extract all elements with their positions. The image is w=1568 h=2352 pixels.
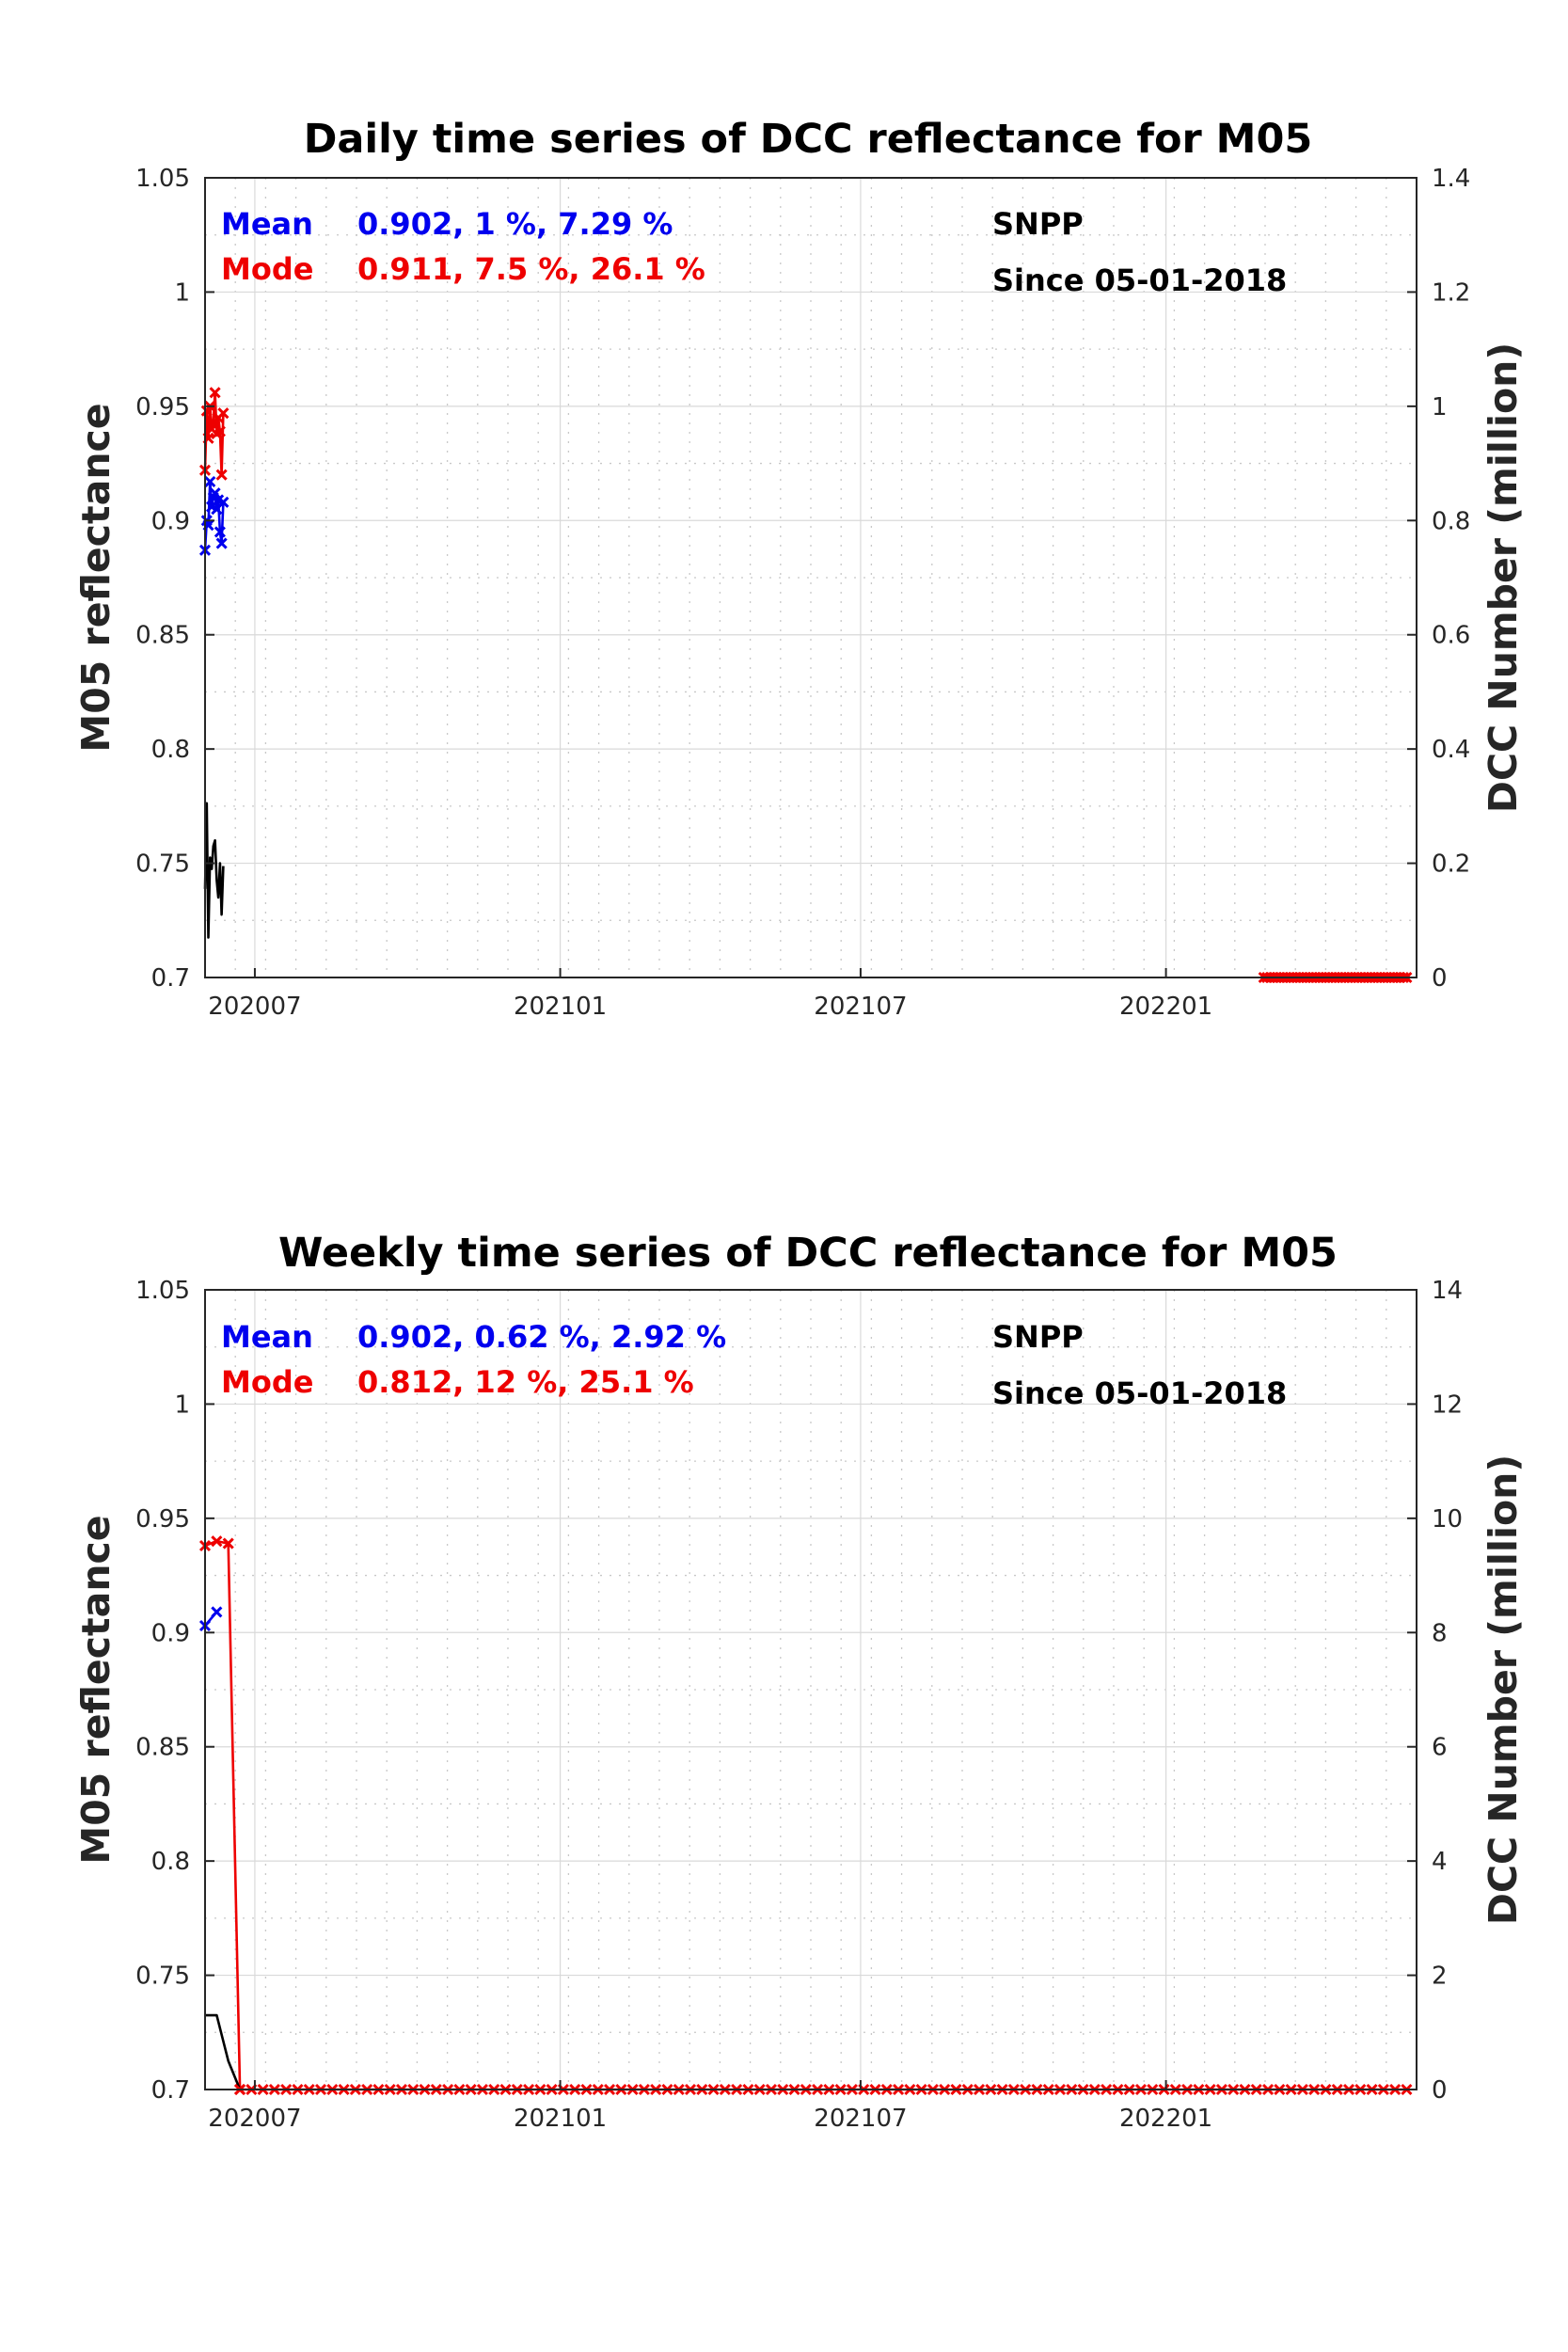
weekly-x-tick-label: 202107 <box>814 2105 907 2133</box>
daily-grid <box>205 177 1417 978</box>
weekly-x-tick-label: 202007 <box>208 2105 301 2133</box>
daily-mean-label: Mean <box>221 206 313 242</box>
weekly-y-tick-label: 1.05 <box>135 1277 190 1305</box>
weekly-x-tick-label: 202201 <box>1119 2105 1212 2133</box>
weekly-y2-tick-label: 14 <box>1432 1277 1463 1305</box>
daily-y-tick-label: 0.7 <box>151 964 190 993</box>
weekly-satellite-label: SNPP <box>992 1319 1084 1355</box>
daily-mode-values: 0.911, 7.5 %, 26.1 % <box>357 251 705 287</box>
weekly-y-tick-label: 0.7 <box>151 2076 190 2105</box>
weekly-y2-tick-label: 0 <box>1432 2076 1448 2105</box>
weekly-ticks: 0.7 0.75 0.8 0.85 0.9 0.95 1 1.05 0 2 4 6 8 10 12 14 202… <box>135 1277 1463 2133</box>
daily-y-tick-label: 0.85 <box>135 622 190 650</box>
daily-y2-tick-label: 0.6 <box>1432 622 1470 650</box>
daily-y2-tick-label: 0.8 <box>1432 507 1470 535</box>
daily-chart: Daily time series of DCC reflectance for… <box>73 116 1526 1021</box>
daily-series-mean-point <box>214 526 226 538</box>
daily-y-tick-label: 1.05 <box>135 165 190 193</box>
weekly-y2-tick-label: 8 <box>1432 1619 1448 1647</box>
weekly-x-tick-label: 202101 <box>514 2105 607 2133</box>
daily-series-mode-point <box>215 469 228 481</box>
daily-y2-axis-label: DCC Number (million) <box>1481 342 1526 813</box>
weekly-mode-values: 0.812, 12 %, 25.1 % <box>357 1364 694 1400</box>
weekly-y-axis-label: M05 reflectance <box>73 1515 119 1864</box>
daily-since-label: Since 05-01-2018 <box>992 262 1287 298</box>
daily-series-mean-point <box>204 475 216 488</box>
daily-y-tick-label: 0.8 <box>151 736 190 764</box>
daily-x-tick-label: 202201 <box>1119 993 1212 1021</box>
daily-chart-title: Daily time series of DCC reflectance for… <box>304 116 1313 163</box>
weekly-series-mean-point <box>211 1606 223 1618</box>
weekly-mean-label: Mean <box>221 1319 313 1355</box>
daily-series-mean-point <box>215 537 228 549</box>
weekly-y2-tick-label: 10 <box>1432 1505 1463 1534</box>
daily-y2-tick-label: 0 <box>1432 964 1448 993</box>
daily-y-tick-label: 1 <box>174 278 190 307</box>
daily-series-mean-point <box>209 487 221 500</box>
weekly-since-label: Since 05-01-2018 <box>992 1375 1287 1411</box>
daily-mean-values: 0.902, 1 %, 7.29 % <box>357 206 673 242</box>
daily-x-tick-label: 202107 <box>814 993 907 1021</box>
daily-y-tick-label: 0.75 <box>135 850 190 879</box>
daily-x-tick-label: 202007 <box>208 993 301 1021</box>
weekly-y-tick-label: 0.85 <box>135 1734 190 1762</box>
weekly-plot-frame <box>204 1289 1418 2090</box>
weekly-series-mode-point <box>222 1537 234 1549</box>
weekly-series-mode-line <box>204 1539 242 2090</box>
daily-series-dcc-number-line <box>203 802 225 939</box>
weekly-mean-values: 0.902, 0.62 %, 2.92 % <box>357 1319 726 1355</box>
weekly-y2-tick-label: 4 <box>1432 1848 1448 1876</box>
daily-y2-tick-label: 1 <box>1432 393 1448 421</box>
weekly-y2-axis-label: DCC Number (million) <box>1481 1454 1526 1925</box>
daily-series-mode-point <box>214 425 226 437</box>
weekly-y-tick-label: 0.9 <box>151 1619 190 1647</box>
daily-y2-tick-label: 0.4 <box>1432 736 1470 764</box>
weekly-y-tick-label: 0.75 <box>135 1963 190 1991</box>
weekly-y2-tick-label: 12 <box>1432 1391 1463 1419</box>
weekly-series-mode-point <box>211 1535 223 1548</box>
daily-y2-tick-label: 0.2 <box>1432 850 1470 879</box>
daily-mode-label: Mode <box>221 251 313 287</box>
daily-satellite-label: SNPP <box>992 206 1084 242</box>
weekly-chart: Weekly time series of DCC reflectance fo… <box>73 1230 1526 2133</box>
daily-y2-tick-label: 1.2 <box>1432 278 1470 307</box>
weekly-mode-label: Mode <box>221 1364 313 1400</box>
daily-ticks: 0.7 0.75 0.8 0.85 0.9 0.95 1 1.05 0 0.2 0.4 0.6 0.8 1… <box>135 165 1470 1021</box>
daily-y-tick-label: 0.95 <box>135 393 190 421</box>
weekly-y-tick-label: 0.95 <box>135 1505 190 1534</box>
daily-series-mode-point <box>217 407 230 420</box>
weekly-y2-tick-label: 2 <box>1432 1963 1448 1991</box>
weekly-y-tick-label: 1 <box>174 1391 190 1419</box>
weekly-series-dcc-number-line <box>205 2013 242 2090</box>
daily-y2-tick-label: 1.4 <box>1432 165 1470 193</box>
daily-series-mean-point <box>217 496 230 508</box>
daily-x-tick-label: 202101 <box>514 993 607 1021</box>
daily-plot-frame <box>204 177 1418 978</box>
daily-series-mode-point <box>209 387 221 399</box>
daily-y-axis-label: M05 reflectance <box>73 403 119 752</box>
weekly-y2-tick-label: 6 <box>1432 1734 1448 1762</box>
weekly-chart-title: Weekly time series of DCC reflectance fo… <box>278 1230 1338 1277</box>
weekly-y-tick-label: 0.8 <box>151 1848 190 1876</box>
daily-y-tick-label: 0.9 <box>151 507 190 535</box>
